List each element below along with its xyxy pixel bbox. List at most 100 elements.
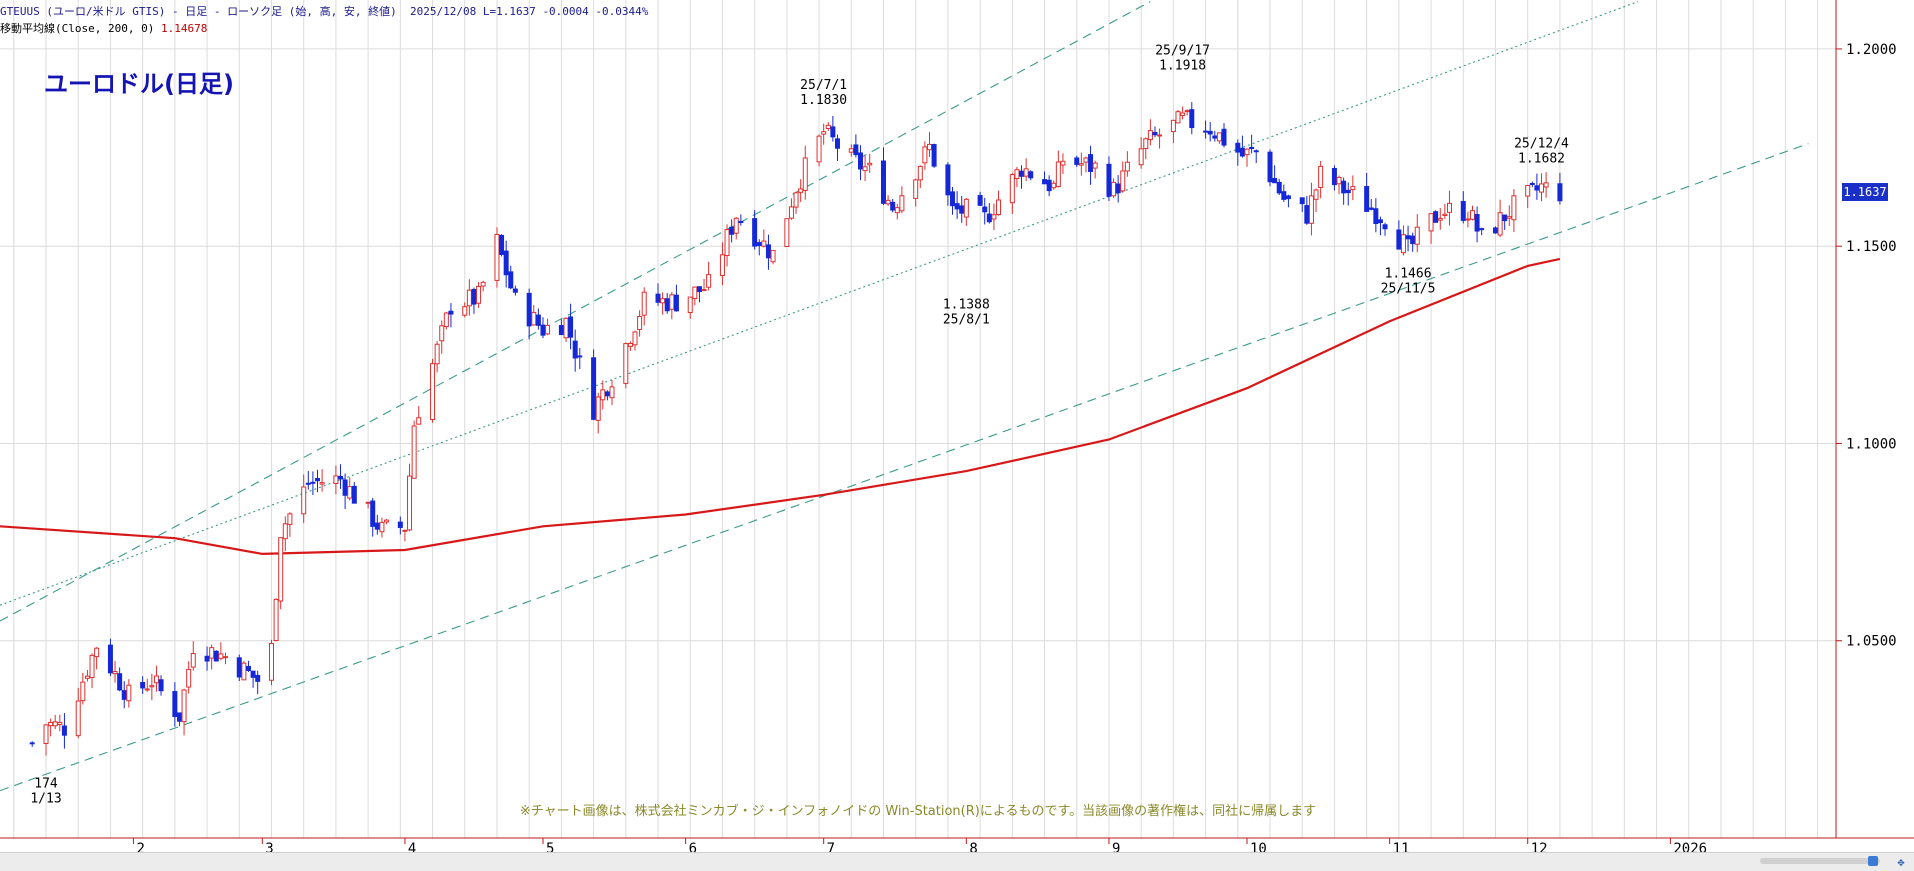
candle-up: [1180, 112, 1186, 116]
candle-up: [52, 721, 58, 727]
annotation-label: 174: [34, 776, 58, 791]
scroll-thumb[interactable]: [1868, 856, 1878, 866]
candle-up: [190, 653, 196, 668]
candle-down: [756, 242, 762, 246]
candle-up: [1350, 186, 1356, 191]
candle-up: [1414, 226, 1420, 245]
candle-up: [867, 162, 873, 166]
candle-up: [1525, 184, 1531, 197]
candle-up: [913, 179, 919, 199]
candle-up: [365, 501, 371, 504]
candle-up: [1175, 111, 1181, 124]
candle-down: [448, 310, 454, 315]
chart-grid: [0, 0, 1836, 838]
y-tick-label: 1.0500: [1846, 634, 1897, 650]
candle-down: [830, 126, 836, 138]
candle-down: [1345, 189, 1351, 194]
candle-up: [701, 289, 707, 292]
annotation-label: 25/9/17: [1155, 43, 1210, 58]
candle-up: [287, 513, 293, 525]
candle-down: [204, 655, 210, 662]
candle-up: [402, 529, 408, 532]
candle-down: [765, 244, 771, 259]
candle-down: [1276, 181, 1282, 194]
candle-up: [57, 721, 63, 726]
candle-down: [834, 138, 840, 149]
candle-up: [563, 317, 569, 339]
candle-up: [319, 482, 325, 485]
candle-up: [268, 642, 274, 681]
time-scrollbar[interactable]: [1760, 858, 1880, 864]
candle-up: [996, 199, 1002, 215]
candle-up: [1124, 161, 1130, 172]
candle-up: [927, 143, 933, 151]
candle-up: [991, 214, 997, 220]
candle-up: [733, 217, 739, 234]
candle-up: [784, 218, 790, 247]
candle-down: [1281, 191, 1287, 200]
candle-up: [687, 296, 693, 314]
candle-up: [1014, 169, 1020, 180]
candle-up: [144, 688, 150, 691]
ma-legend: 移動平均線(Close, 200, 0) 1.14678: [0, 20, 207, 36]
candle-down: [1074, 157, 1080, 165]
x-tick-label: 9: [1112, 841, 1120, 857]
candle-down: [853, 144, 859, 156]
chart-title: ユーロドル(日足): [44, 70, 234, 98]
candle-up: [149, 685, 155, 688]
candle-up: [333, 475, 339, 484]
candle-down: [342, 479, 348, 496]
candle-up: [347, 486, 353, 499]
candle-up: [692, 286, 698, 300]
candle-down: [1088, 154, 1094, 172]
candle-up: [1308, 195, 1314, 224]
candle-up: [494, 234, 500, 281]
candle-up: [48, 721, 54, 727]
candle-down: [1529, 182, 1535, 185]
candle-up: [1051, 182, 1057, 189]
candle-down: [1019, 170, 1025, 177]
candle-down: [121, 690, 127, 700]
annotation-label: 1.1682: [1518, 151, 1565, 166]
candle-down: [29, 742, 35, 745]
candle-up: [476, 286, 482, 304]
candle-up: [126, 684, 132, 702]
channel-line: [0, 143, 1809, 792]
trend-channel-lines: [0, 1, 1809, 792]
candle-up: [894, 207, 900, 214]
candle-down: [1253, 150, 1259, 153]
candle-down: [1474, 214, 1480, 232]
candle-up: [821, 131, 827, 135]
candle-up: [1511, 195, 1517, 221]
candle-down: [568, 316, 574, 338]
y-tick-label: 1.1000: [1846, 436, 1897, 452]
candle-down: [172, 691, 178, 718]
x-tick-label: 3: [265, 841, 273, 857]
candle-down: [1373, 208, 1379, 225]
candle-down: [752, 218, 758, 247]
candle-down: [591, 357, 597, 420]
annotation-label: 1/13: [30, 791, 61, 806]
price-axis-ticks: 1.2000 1.1500 1.1000 1.0500: [1836, 42, 1897, 650]
candle-down: [255, 674, 261, 682]
candle-up: [899, 195, 905, 212]
candle-up: [1083, 157, 1089, 163]
candle-up: [301, 486, 307, 515]
candle-up: [1060, 160, 1066, 166]
move-icon[interactable]: ✥: [1897, 855, 1905, 869]
candle-up: [1469, 210, 1475, 220]
annotation-label: 1.1466: [1385, 267, 1432, 282]
candle-up: [1506, 216, 1512, 219]
candle-up: [609, 386, 615, 399]
time-axis-ticks: 2 3 4 5 6 7 8 9 10 11 12 2026: [132, 838, 1707, 857]
candle-up: [407, 475, 413, 531]
annotation-label: 1.1830: [800, 93, 847, 108]
candle-up: [816, 135, 822, 163]
copyright-note: ※チャート画像は、株式会社ミンカブ・ジ・インフォノイドの Win-Station…: [519, 804, 1317, 819]
candle-down: [738, 221, 744, 224]
candle-down: [931, 144, 937, 167]
candle-down: [397, 521, 403, 528]
x-tick-label: 6: [689, 841, 697, 857]
candle-down: [1212, 135, 1218, 139]
candle-up: [1055, 161, 1061, 188]
